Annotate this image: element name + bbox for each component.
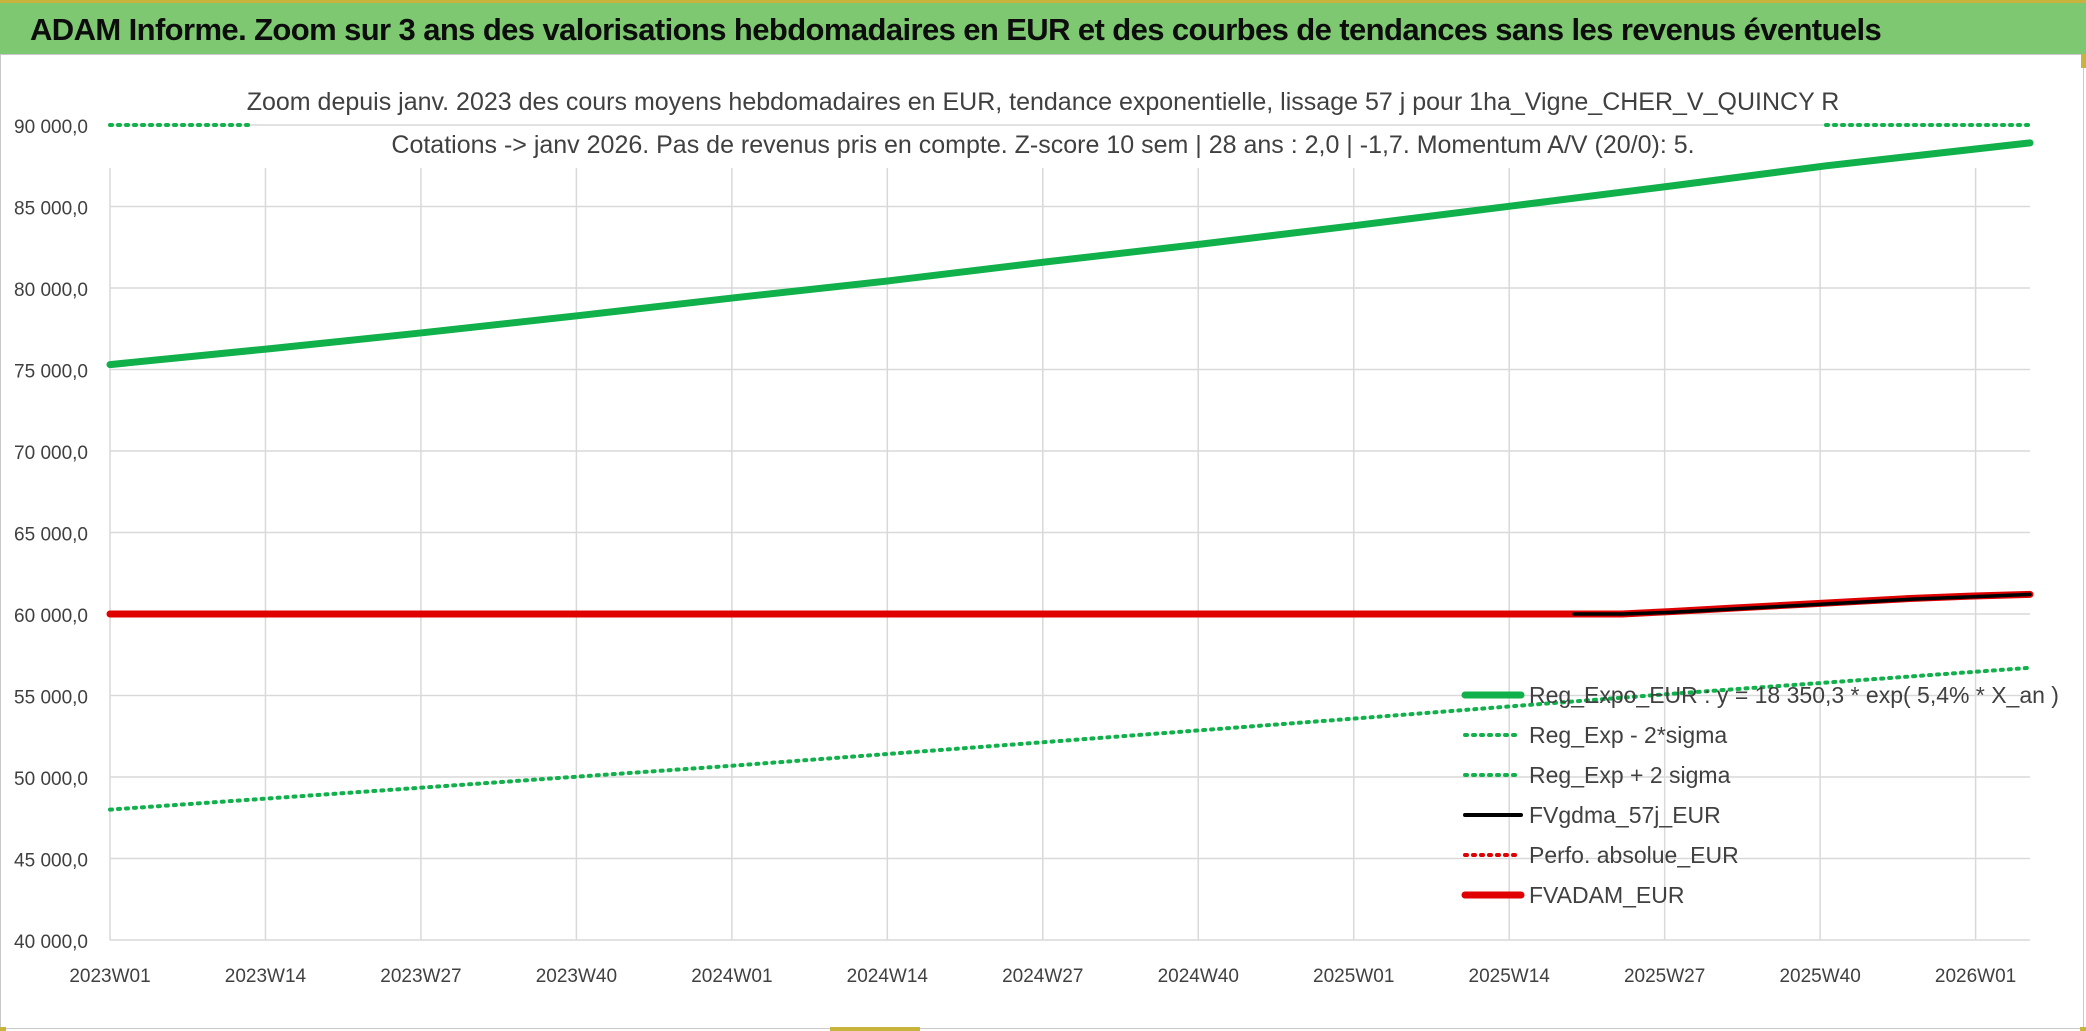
y-tick-label: 75 000,0 <box>14 362 88 383</box>
y-tick-label: 55 000,0 <box>14 688 88 709</box>
report-title: ADAM Informe. Zoom sur 3 ans des valoris… <box>30 12 1882 47</box>
x-tick-label: 2025W14 <box>1469 966 1551 987</box>
series-fvgdma-57j-eur-line <box>1572 592 2032 616</box>
y-tick-label: 70 000,0 <box>14 443 88 464</box>
y-tick-label: 50 000,0 <box>14 769 88 790</box>
x-tick-label: 2023W14 <box>225 966 307 987</box>
frame-accent-bottom-left <box>0 1027 6 1031</box>
frame-accent-bottom-center <box>830 1027 920 1031</box>
y-tick-label: 80 000,0 <box>14 280 88 301</box>
y-tick-label: 90 000,0 <box>14 117 88 138</box>
x-tick-label: 2023W27 <box>380 966 461 987</box>
y-tick-label: 65 000,0 <box>14 525 88 546</box>
y-tick-label: 45 000,0 <box>14 851 88 872</box>
x-tick-label: 2025W27 <box>1624 966 1705 987</box>
grid-layer <box>109 124 2030 941</box>
x-tick-label: 2024W40 <box>1158 966 1239 987</box>
legend-label: FVgdma_57j_EUR <box>1529 802 1721 828</box>
x-tick-label: 2023W01 <box>69 966 150 987</box>
y-tick-label: 85 000,0 <box>14 199 88 220</box>
axis-layer: 40 000,0 45 000,0 50 000,0 55 000,0 60 000,0… <box>14 117 2016 987</box>
x-tick-label: 2025W40 <box>1779 966 1860 987</box>
chart-title-line2: Cotations -> janv 2026. Pas de revenus p… <box>391 131 1694 159</box>
series-reg-expo-eur-y-18-350-3-exp-5--line <box>106 139 2034 369</box>
chart-title-line1: Zoom depuis janv. 2023 des cours moyens … <box>247 88 1840 116</box>
legend-label: Reg_Exp - 2*sigma <box>1529 722 1727 748</box>
x-tick-label: 2024W27 <box>1002 966 1083 987</box>
legend-label: FVADAM_EUR <box>1529 882 1685 908</box>
y-tick-label: 60 000,0 <box>14 606 88 627</box>
report-banner: ADAM Informe. Zoom sur 3 ans des valoris… <box>0 0 2086 54</box>
x-tick-label: 2024W01 <box>691 966 772 987</box>
x-tick-label: 2024W14 <box>847 966 929 987</box>
legend-label: Reg_Exp + 2 sigma <box>1529 762 1731 788</box>
legend-label: Reg_Expo_EUR : y = 18 350,3 * exp( 5,4% … <box>1529 682 2059 708</box>
series-reg-exp-2-sigma-line <box>108 665 2032 812</box>
legend: Reg_Expo_EUR : y = 18 350,3 * exp( 5,4% … <box>1461 682 2059 908</box>
legend-label: Perfo. absolue_EUR <box>1529 842 1739 868</box>
frame-accent-bottom-right <box>2080 1027 2086 1031</box>
series-layer <box>106 123 2034 812</box>
y-tick-label: 40 000,0 <box>14 932 88 953</box>
x-tick-label: 2025W01 <box>1313 966 1394 987</box>
x-tick-label: 2026W01 <box>1935 966 2016 987</box>
chart-frame <box>0 54 2084 1029</box>
x-tick-label: 2023W40 <box>536 966 617 987</box>
frame-accent-right <box>2081 54 2086 68</box>
series-fvadam-eur-line <box>106 590 2034 618</box>
